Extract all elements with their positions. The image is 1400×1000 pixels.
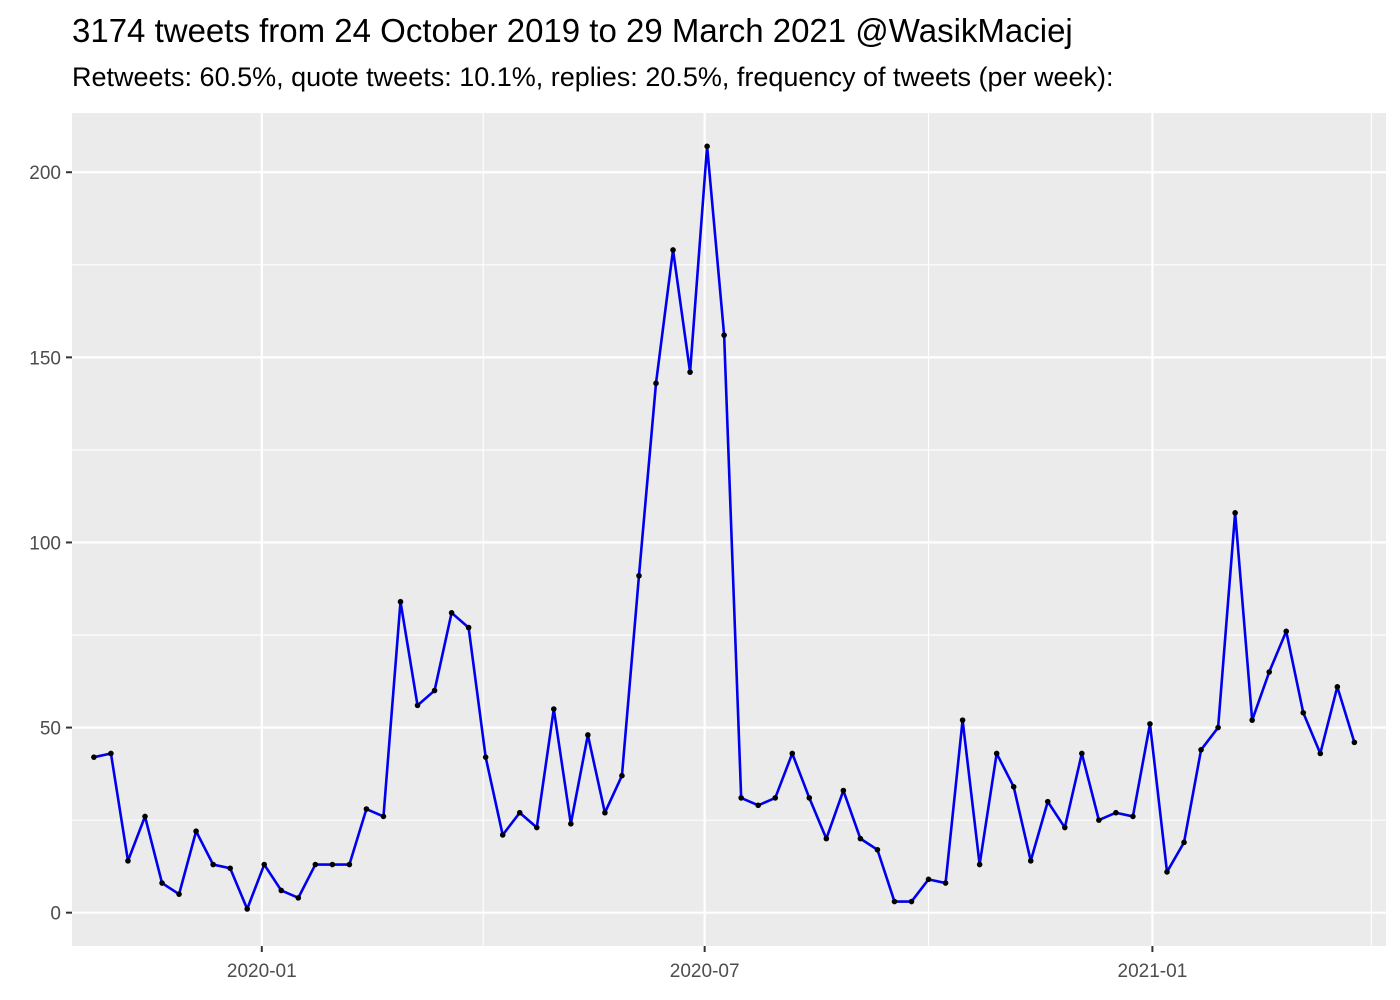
- data-point: [1027, 858, 1034, 864]
- data-point: [465, 624, 472, 631]
- data-point: [176, 891, 182, 897]
- data-point: [363, 806, 370, 812]
- data-point: [976, 861, 983, 868]
- data-point: [704, 143, 710, 150]
- data-point: [653, 380, 659, 387]
- series-points-group: [91, 143, 1358, 912]
- data-point: [1300, 709, 1307, 716]
- data-point: [619, 772, 625, 779]
- axis-labels: 0 50 100 150 200 2020-01 2020-07 2021-01: [29, 163, 1187, 982]
- data-point: [1113, 809, 1119, 816]
- data-point: [482, 754, 489, 760]
- data-point: [993, 750, 1000, 757]
- data-point: [908, 898, 915, 905]
- y-tick-label: 0: [50, 904, 61, 925]
- data-point: [568, 821, 574, 827]
- data-point: [108, 750, 114, 757]
- data-point: [1147, 721, 1153, 727]
- data-point: [499, 832, 506, 838]
- data-point: [551, 706, 557, 712]
- data-point: [687, 369, 693, 375]
- data-point: [925, 876, 932, 883]
- data-point: [1249, 717, 1255, 723]
- data-point: [346, 861, 353, 868]
- y-tick-label: 100: [29, 533, 61, 554]
- data-point: [210, 861, 216, 868]
- data-point: [1232, 510, 1238, 516]
- data-point: [636, 572, 642, 579]
- data-point: [1010, 784, 1017, 790]
- y-tick-label: 150: [29, 348, 61, 369]
- data-point: [278, 887, 285, 894]
- data-point: [721, 332, 727, 338]
- axis-ticks: [66, 171, 1154, 952]
- data-point: [431, 687, 438, 694]
- data-point: [261, 861, 268, 868]
- major-gridlines: [72, 113, 1386, 946]
- data-point: [1181, 839, 1187, 846]
- y-tick-label: 200: [29, 163, 61, 184]
- data-point: [874, 846, 881, 853]
- data-point: [585, 732, 591, 738]
- data-point: [295, 895, 302, 901]
- data-point: [823, 835, 830, 842]
- data-point: [193, 828, 199, 835]
- data-point: [959, 717, 966, 723]
- data-point: [1283, 628, 1290, 635]
- y-tick-label: 50: [40, 719, 61, 740]
- x-tick-label: 2020-01: [227, 961, 297, 982]
- data-point: [1044, 798, 1051, 805]
- data-point: [244, 906, 250, 912]
- data-point: [840, 787, 847, 794]
- plot-panel: [72, 113, 1386, 946]
- x-tick-label: 2020-07: [670, 961, 740, 982]
- data-point: [1079, 750, 1085, 757]
- data-point: [1266, 669, 1272, 675]
- data-point: [448, 610, 455, 616]
- data-point: [755, 802, 761, 809]
- data-point: [1215, 724, 1221, 731]
- chart-title: 3174 tweets from 24 October 2019 to 29 M…: [72, 12, 1073, 49]
- data-point: [312, 861, 319, 868]
- data-point: [329, 861, 336, 868]
- minor-gridlines: [37, 113, 1386, 946]
- data-point: [772, 795, 779, 801]
- data-point: [738, 795, 744, 801]
- data-point: [533, 824, 540, 831]
- data-point: [857, 835, 864, 842]
- data-point: [91, 754, 97, 760]
- data-point: [380, 813, 387, 820]
- data-point: [1334, 684, 1341, 690]
- data-point: [397, 598, 404, 605]
- data-point: [1351, 739, 1358, 746]
- data-point: [227, 865, 233, 872]
- data-point: [670, 247, 676, 253]
- data-point: [1096, 817, 1102, 823]
- data-point: [125, 858, 131, 864]
- chart-subtitle: Retweets: 60.5%, quote tweets: 10.1%, re…: [72, 62, 1114, 92]
- data-point: [789, 750, 796, 757]
- data-point: [602, 809, 608, 816]
- data-point: [516, 809, 523, 816]
- data-point: [942, 880, 949, 886]
- data-point: [414, 702, 421, 709]
- x-tick-label: 2021-01: [1118, 961, 1188, 982]
- data-point: [142, 813, 148, 820]
- data-point: [1062, 824, 1068, 831]
- data-point: [1164, 869, 1170, 875]
- data-point: [1198, 746, 1204, 753]
- data-point: [806, 795, 813, 801]
- data-point: [1130, 813, 1136, 820]
- data-point: [891, 898, 898, 905]
- data-point: [1317, 750, 1324, 757]
- data-point: [159, 880, 165, 886]
